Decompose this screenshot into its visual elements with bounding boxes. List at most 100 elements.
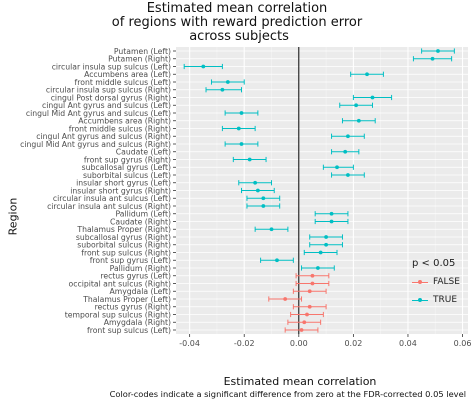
- y-tick-label: cingul Post dorsal gyrus (Right): [51, 93, 171, 102]
- y-tick-label: Thalamus Proper (Left): [82, 295, 171, 304]
- data-point-group: [314, 211, 349, 217]
- estimate-point: [299, 328, 304, 332]
- estimate-point: [436, 49, 440, 53]
- data-point-group: [295, 273, 330, 279]
- chart-caption: Color-codes indicate a significant diffe…: [109, 389, 466, 399]
- data-point-group: [224, 141, 259, 147]
- estimate-point: [253, 180, 258, 185]
- y-tick-label: cingul Mid Ant gyrus and sulcus (Right): [20, 140, 171, 149]
- y-tick-label: Amygdala (Left): [109, 287, 171, 296]
- data-point-group: [221, 125, 256, 132]
- estimate-point: [324, 242, 328, 247]
- data-point-group: [295, 280, 330, 287]
- data-point-group: [268, 296, 303, 302]
- estimate-point: [247, 157, 252, 162]
- data-point-group: [290, 311, 324, 318]
- estimate-point: [356, 118, 361, 123]
- y-tick-label: Putamen (Right): [108, 55, 171, 64]
- estimate-point: [318, 250, 323, 255]
- y-tick-label: Accumbens area (Left): [84, 70, 171, 79]
- y-tick-label: rectus gyrus (Right): [95, 303, 171, 312]
- estimate-point: [275, 258, 279, 263]
- data-point-group: [292, 288, 327, 294]
- y-tick-label: insular short gyrus (Left): [76, 179, 171, 188]
- y-tick-label: circular insula ant sulcus (Left): [53, 194, 171, 203]
- x-tick-label: 0.06: [454, 339, 472, 348]
- y-tick-label: front middle sulcus (Right): [69, 124, 171, 133]
- y-tick-label: front sup gyrus (Left): [90, 256, 171, 265]
- data-point-group: [331, 172, 365, 178]
- estimate-point: [324, 235, 328, 239]
- legend-key-true: [412, 293, 428, 307]
- y-tick-label: Thalamus Proper (Right): [76, 225, 171, 234]
- data-point-group: [232, 156, 267, 163]
- data-point-group: [246, 195, 281, 201]
- data-point-group: [322, 164, 354, 170]
- estimate-point: [239, 142, 244, 146]
- y-tick-label: Pallidum (Left): [115, 210, 171, 219]
- x-tick-label: -0.04: [179, 339, 200, 348]
- y-tick-label: subcallosal gyrus (Left): [82, 163, 171, 172]
- y-tick-label: insular short gyrus (Right): [70, 186, 171, 195]
- legend-item-true: TRUE: [412, 291, 468, 309]
- x-axis-title: Estimated mean correlation: [223, 375, 377, 388]
- estimate-point: [261, 196, 266, 201]
- data-point-group: [210, 79, 245, 85]
- y-tick-label: cingul Ant gyrus and sulcus (Right): [36, 132, 171, 141]
- estimate-point: [310, 281, 315, 286]
- data-point-group: [287, 319, 322, 325]
- estimate-point: [329, 211, 334, 216]
- estimate-point: [354, 103, 359, 108]
- data-point-group: [421, 48, 455, 54]
- legend-title: p < 0.05: [412, 258, 456, 269]
- estimate-point: [307, 289, 312, 294]
- estimate-point: [201, 64, 206, 69]
- estimate-point: [302, 320, 307, 325]
- y-tick-label: circular insula sup sulcus (Left): [52, 62, 171, 71]
- data-point-group: [309, 242, 343, 248]
- y-tick-label: front middle sulcus (Left): [75, 78, 171, 87]
- y-tick-label: circular insula sup sulcus (Right): [46, 86, 171, 95]
- estimate-point: [316, 266, 320, 270]
- chart-title-line-2: of regions with reward prediction error: [111, 15, 363, 30]
- estimate-point: [307, 304, 312, 309]
- data-point-group: [183, 63, 223, 70]
- estimate-point: [346, 134, 350, 139]
- data-point-group: [284, 327, 319, 333]
- estimate-point: [310, 273, 315, 278]
- chart-title-line-3: across subjects: [185, 29, 289, 44]
- y-tick-label: Pallidum (Right): [110, 264, 171, 273]
- y-tick-label: Caudate (Left): [116, 148, 171, 157]
- estimate-point: [370, 95, 375, 100]
- x-tick-label: -0.02: [234, 339, 255, 348]
- legend-key-false: [412, 275, 428, 289]
- data-point-group: [341, 118, 376, 124]
- y-tick-label: front sup sulcus (Left): [87, 326, 171, 335]
- y-tick-labels: Putamen (Left)Putamen (Right)circular in…: [20, 47, 176, 335]
- estimate-point: [283, 297, 288, 301]
- estimate-point: [346, 173, 350, 177]
- legend-label-false: FALSE: [433, 277, 460, 287]
- y-tick-label: rectus gyrus (Left): [100, 272, 171, 281]
- estimate-point: [255, 188, 260, 193]
- estimate-point: [329, 219, 334, 224]
- y-tick-label: subcallosal gyrus (Right): [76, 233, 171, 242]
- data-point-group: [339, 102, 373, 108]
- data-point-group: [331, 149, 360, 155]
- estimate-point: [220, 87, 225, 92]
- data-point-group: [412, 56, 453, 62]
- data-point-group: [260, 257, 294, 263]
- legend-item-false: FALSE: [412, 273, 468, 291]
- data-point-group: [314, 218, 349, 225]
- y-axis-title: Region: [6, 197, 20, 236]
- estimate-point: [335, 165, 339, 170]
- data-point-group: [238, 180, 273, 186]
- data-point-group: [309, 234, 343, 240]
- y-tick-label: Caudate (Right): [110, 217, 171, 226]
- estimate-point: [261, 204, 266, 208]
- estimate-point: [305, 312, 309, 317]
- estimate-point: [365, 72, 369, 77]
- data-point-group: [224, 110, 259, 116]
- data-point-group: [246, 203, 281, 209]
